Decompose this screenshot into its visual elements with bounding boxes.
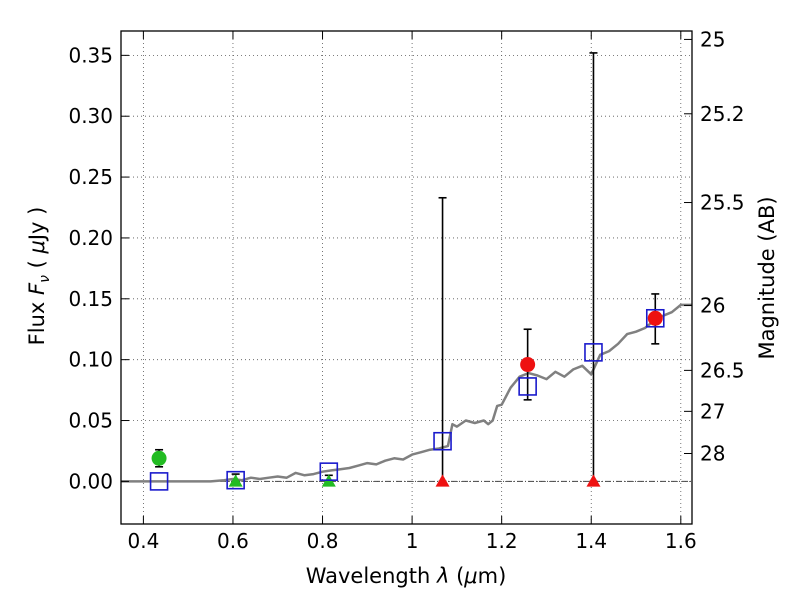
detection-marker [151, 450, 167, 466]
y-tick-label: 0.35 [68, 43, 113, 67]
right-axis-label: Magnitude (AB) [755, 196, 779, 359]
model-photometry-marker [584, 343, 603, 362]
y-tick-label: 0.20 [68, 226, 113, 250]
error-bars [155, 52, 660, 483]
y-tick-label: 0.30 [68, 104, 113, 128]
y-tick-label: 0.10 [68, 348, 113, 372]
spectrum-line [121, 303, 692, 483]
y-tick-label: 0.15 [68, 287, 113, 311]
model-photometry-marker [226, 470, 245, 490]
right-tick-label: 27 [700, 399, 725, 423]
model-spectrum [121, 303, 692, 483]
data-markers [151, 310, 663, 487]
y-tick-label: 0.00 [68, 469, 113, 493]
y-axis-label: Flux Fν ( μJy ) [25, 207, 53, 346]
y-tick-label: 0.25 [68, 165, 113, 189]
right-tick-label: 26 [700, 293, 725, 317]
x-tick-label: 1.2 [486, 529, 518, 553]
x-axis-label: Wavelength λ (μm) [306, 564, 507, 588]
right-tick-label: 25.5 [700, 191, 745, 215]
right-tick-label: 26.5 [700, 358, 745, 382]
model-photometry-marker [433, 431, 452, 451]
right-tick-label: 25 [700, 27, 725, 51]
x-tick-label: 1 [406, 529, 419, 553]
tick-labels: 0.4 0.6 0.8 1 1.2 1.4 1.6 0.00 0.05 0.10 0.15 0.20 0… [68, 27, 744, 553]
model-photometry [149, 308, 665, 491]
upper-limit-marker [435, 474, 450, 487]
x-tick-label: 1.4 [575, 529, 607, 553]
x-tick-label: 0.6 [217, 529, 249, 553]
detection-marker [647, 310, 663, 326]
x-tick-label: 1.6 [665, 529, 697, 553]
model-photometry-marker [645, 308, 665, 328]
grid-lines [121, 31, 692, 524]
y-tick-label: 0.05 [68, 409, 113, 433]
model-photometry-marker [149, 472, 169, 491]
model-photometry-marker [518, 377, 537, 396]
right-tick-label: 25.2 [700, 102, 745, 126]
upper-limit-marker [586, 474, 601, 487]
x-tick-label: 0.8 [307, 529, 339, 553]
axis-ticks [121, 31, 692, 524]
detection-marker [520, 357, 536, 373]
upper-limit-marker [228, 474, 243, 487]
right-tick-label: 28 [700, 442, 725, 466]
model-photometry-marker [319, 462, 339, 481]
x-tick-label: 0.4 [127, 529, 159, 553]
plot-frame [120, 30, 693, 525]
